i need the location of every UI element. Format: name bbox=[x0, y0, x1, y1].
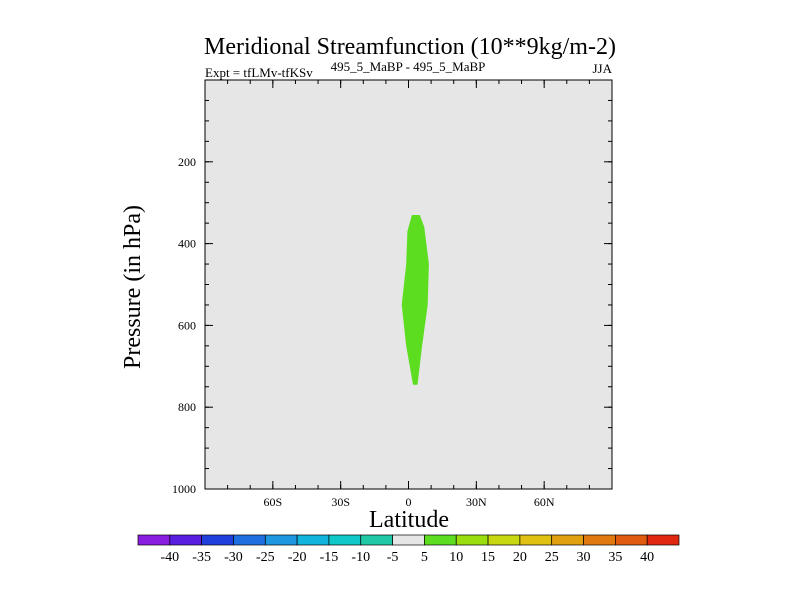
period-label: 495_5_MaBP - 495_5_MaBP bbox=[331, 59, 486, 74]
colorbar-label: 25 bbox=[545, 550, 559, 565]
colorbar-label: -5 bbox=[387, 550, 399, 565]
colorbar-box bbox=[583, 534, 616, 546]
colorbar-box bbox=[646, 534, 680, 546]
experiment-label: Expt = tfLMv-tfKSv bbox=[205, 65, 313, 80]
colorbar-label: -40 bbox=[160, 550, 179, 565]
y-tick-label: 200 bbox=[178, 155, 196, 169]
colorbar-label: 35 bbox=[608, 550, 622, 565]
y-tick-label: 600 bbox=[178, 318, 196, 332]
x-tick-label: 30N bbox=[466, 495, 487, 509]
plot-area bbox=[205, 80, 612, 489]
colorbar-label: -20 bbox=[288, 550, 307, 565]
colorbar-box bbox=[328, 534, 362, 546]
colorbar-box bbox=[169, 534, 202, 546]
y-tick-label: 400 bbox=[178, 237, 196, 251]
colorbar-box bbox=[392, 534, 425, 546]
contour-region-0 bbox=[401, 215, 429, 385]
colorbar-label: 20 bbox=[513, 550, 527, 565]
colorbar-box bbox=[233, 534, 266, 546]
chart-title: Meridional Streamfunction (10**9kg/m-2) bbox=[204, 34, 616, 60]
colorbar-label: -15 bbox=[320, 550, 339, 565]
axes: 60S 30S 0 30N 60N 200 400 600 800 1000 bbox=[172, 79, 613, 509]
colorbar-label: 40 bbox=[640, 550, 654, 565]
colorbar-label: -25 bbox=[256, 550, 275, 565]
colorbar-label: 5 bbox=[421, 550, 428, 565]
colorbar-label: -35 bbox=[192, 550, 211, 565]
x-tick-label: 0 bbox=[406, 495, 412, 509]
season-label: JJA bbox=[592, 61, 612, 76]
colorbar-label: 30 bbox=[577, 550, 591, 565]
colorbar-box bbox=[201, 534, 234, 546]
colorbar-box bbox=[615, 534, 648, 546]
colorbar: -40 -35 -30 -25 -20 -15 -10 -5 5 10 15 20 25 30 35 40 bbox=[137, 534, 680, 565]
x-tick-label: 60S bbox=[263, 495, 282, 509]
colorbar-box bbox=[487, 534, 521, 546]
colorbar-box bbox=[137, 534, 171, 546]
x-axis-label: Latitude bbox=[369, 507, 449, 533]
y-axis-label: Pressure (in hPa) bbox=[120, 205, 146, 369]
y-tick-label: 1000 bbox=[172, 482, 196, 496]
colorbar-box bbox=[296, 534, 330, 546]
colorbar-label: 15 bbox=[481, 550, 495, 565]
y-tick-label: 800 bbox=[178, 400, 196, 414]
colorbar-box bbox=[519, 534, 553, 546]
colorbar-label: 10 bbox=[449, 550, 463, 565]
colorbar-box bbox=[264, 534, 298, 546]
x-tick-label: 60N bbox=[534, 495, 555, 509]
x-tick-label: 30S bbox=[331, 495, 350, 509]
colorbar-label: -10 bbox=[351, 550, 370, 565]
colorbar-box bbox=[551, 534, 584, 546]
colorbar-box bbox=[360, 534, 393, 546]
colorbar-label: -30 bbox=[224, 550, 243, 565]
colorbar-box bbox=[424, 534, 457, 546]
colorbar-box bbox=[455, 534, 489, 546]
